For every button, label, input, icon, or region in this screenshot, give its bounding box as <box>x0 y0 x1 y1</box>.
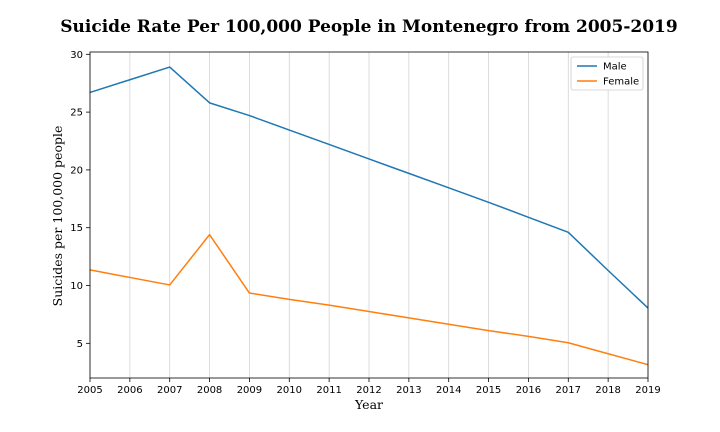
x-tick-label-2016: 2016 <box>516 385 541 396</box>
legend: Male Female <box>570 56 644 91</box>
x-tick-label-2011: 2011 <box>316 385 341 396</box>
chart-title: Suicide Rate Per 100,000 People in Monte… <box>60 17 677 37</box>
x-tick-label-2009: 2009 <box>237 385 262 396</box>
series-lines <box>89 66 649 366</box>
legend-label-male: Male <box>603 62 627 73</box>
grid <box>89 52 649 378</box>
x-tick-label-2019: 2019 <box>635 385 660 396</box>
x-tick-label-2012: 2012 <box>356 385 381 396</box>
x-tick-label-2005: 2005 <box>77 385 102 396</box>
x-axis-ticks: 2005 2006 2007 2008 2009 2010 2011 2012 2013 2014… <box>77 378 661 396</box>
x-axis-label: Year <box>354 397 383 412</box>
y-tick-label-20: 20 <box>70 165 83 176</box>
x-tick-label-2006: 2006 <box>117 385 142 396</box>
series-line-female <box>89 233 649 366</box>
y-axis-ticks: 5 10 15 20 25 30 <box>70 50 90 350</box>
x-tick-label-2015: 2015 <box>476 385 501 396</box>
y-tick-label-5: 5 <box>77 339 83 350</box>
x-tick-label-2014: 2014 <box>436 385 461 396</box>
x-tick-label-2013: 2013 <box>396 385 421 396</box>
y-tick-label-30: 30 <box>70 50 83 61</box>
x-tick-label-2008: 2008 <box>197 385 222 396</box>
y-tick-label-10: 10 <box>70 281 83 292</box>
y-axis-label: Suicides per 100,000 people <box>50 126 65 307</box>
series-line-male <box>89 66 649 309</box>
legend-label-female: Female <box>603 77 639 88</box>
x-tick-label-2010: 2010 <box>277 385 302 396</box>
x-tick-label-2017: 2017 <box>556 385 581 396</box>
x-tick-label-2007: 2007 <box>157 385 182 396</box>
y-tick-label-15: 15 <box>70 223 83 234</box>
x-tick-label-2018: 2018 <box>595 385 620 396</box>
y-tick-label-25: 25 <box>70 108 83 119</box>
